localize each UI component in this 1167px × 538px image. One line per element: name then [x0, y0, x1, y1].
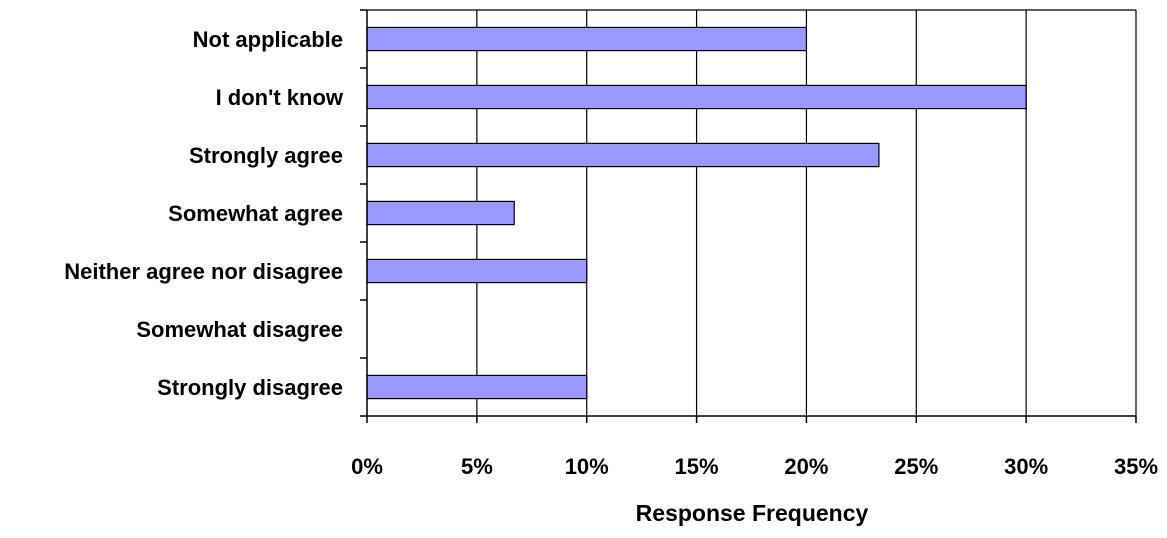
- x-tick-label: 0%: [351, 454, 383, 479]
- bar: [366, 84, 1027, 110]
- gridlines: [476, 10, 1137, 416]
- bar: [366, 258, 588, 284]
- labels: 0% 5% 10% 15% 20% 25% 30% 35% Not applicable I do…: [64, 27, 1158, 479]
- bars: [366, 26, 1027, 400]
- category-label: Strongly disagree: [157, 375, 343, 400]
- x-tick-label: 30%: [1004, 454, 1048, 479]
- x-tick-label: 5%: [461, 454, 493, 479]
- category-label: Somewhat agree: [168, 201, 343, 226]
- x-tick-label: 25%: [894, 454, 938, 479]
- bar: [366, 374, 588, 400]
- category-label: I don't know: [216, 85, 344, 110]
- x-tick-label: 15%: [675, 454, 719, 479]
- category-label: Neither agree nor disagree: [64, 259, 343, 284]
- category-label: Not applicable: [193, 27, 343, 52]
- x-axis-title: Response Frequency: [636, 500, 869, 526]
- x-tick-label: 20%: [784, 454, 828, 479]
- bar: [366, 142, 880, 168]
- x-tick-label: 10%: [565, 454, 609, 479]
- bar: [366, 26, 808, 52]
- x-tick-label: 35%: [1114, 454, 1158, 479]
- bar: [366, 200, 515, 226]
- category-label: Somewhat disagree: [136, 317, 343, 342]
- category-label: Strongly agree: [189, 143, 343, 168]
- axes: [360, 9, 1137, 423]
